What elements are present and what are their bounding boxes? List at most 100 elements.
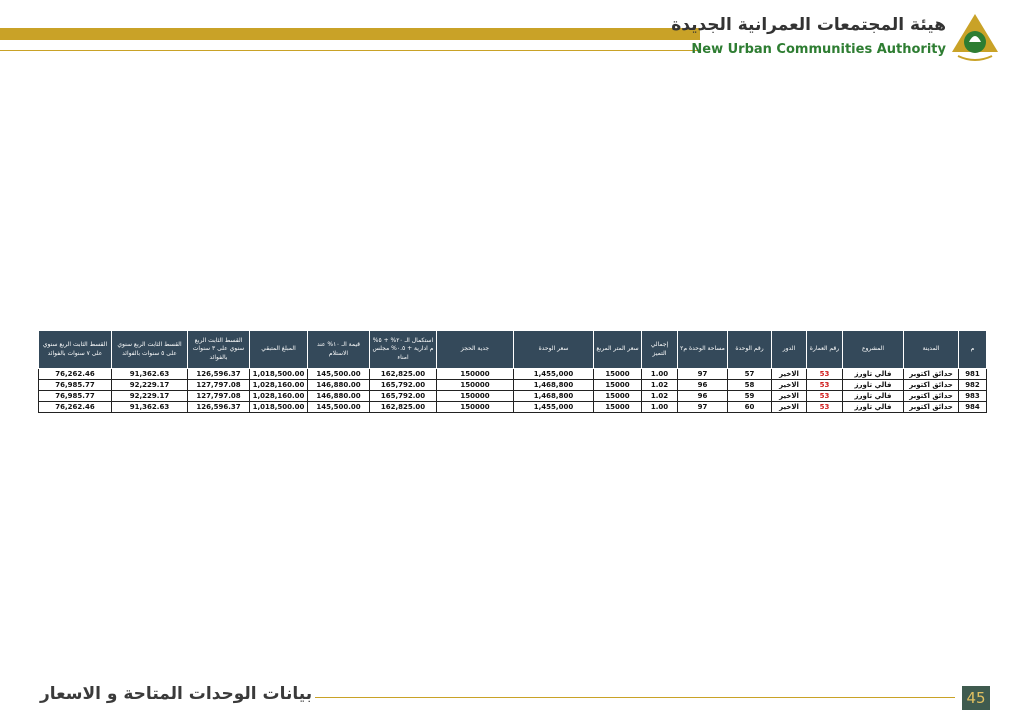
- table-cell: 1.00: [641, 368, 678, 380]
- column-header: سعر المتر المربع: [593, 330, 642, 369]
- table-cell: 1,028,160.00: [249, 390, 308, 402]
- table-cell: 126,596.37: [187, 401, 250, 413]
- table-cell: الاخير: [771, 390, 807, 402]
- table-body: 981 حدائق اكتوبر فالي تاورز 53 الاخير 57 97 1.0…: [38, 368, 987, 413]
- column-header: القسط الثابت الربع سنوي على ٧ سنوات بالف…: [38, 330, 112, 369]
- table-row: 983 حدائق اكتوبر فالي تاورز 53 الاخير 59 96 1.0…: [38, 390, 987, 402]
- table-cell: 15000: [593, 379, 642, 391]
- table-cell: فالي تاورز: [842, 379, 904, 391]
- column-header: رقم العمارة: [806, 330, 843, 369]
- table-cell: 150000: [436, 368, 514, 380]
- table-cell: حدائق اكتوبر: [903, 379, 959, 391]
- table-cell: 162,825.00: [369, 401, 437, 413]
- column-header: سعر الوحدة: [513, 330, 594, 369]
- column-header: مساحة الوحدة م٢: [677, 330, 728, 369]
- column-header: قيمة الـ ١٠% عند الاستلام: [307, 330, 370, 369]
- table-cell: 59: [727, 390, 772, 402]
- table-cell: 150000: [436, 379, 514, 391]
- table-cell: 97: [677, 401, 728, 413]
- table-cell: 1.02: [641, 390, 678, 402]
- table-cell: 1.00: [641, 401, 678, 413]
- table-cell: 76,262.46: [38, 401, 112, 413]
- header-bar: [0, 28, 700, 40]
- column-header: المشروع: [842, 330, 904, 369]
- column-header: م: [958, 330, 987, 369]
- table-cell: 97: [677, 368, 728, 380]
- table-cell: 165,792.00: [369, 390, 437, 402]
- table-cell: فالي تاورز: [842, 390, 904, 402]
- header-row: م المدينة المشروع رقم العمارة الدور رقم الوحد…: [38, 330, 987, 369]
- table-cell: 53: [806, 401, 843, 413]
- table-cell: 1,455,000: [513, 368, 594, 380]
- table-cell: الاخير: [771, 368, 807, 380]
- table-cell: 1.02: [641, 379, 678, 391]
- column-header: القسط الثابت الربع سنوي على ٥ سنوات بالف…: [111, 330, 188, 369]
- table-cell: حدائق اكتوبر: [903, 368, 959, 380]
- column-header: إجمالي التميز: [641, 330, 678, 369]
- table-cell: 76,985.77: [38, 390, 112, 402]
- column-header: القسط الثابت الربع سنوي على ٣ سنوات بالف…: [187, 330, 250, 369]
- table-cell: 60: [727, 401, 772, 413]
- table-cell: حدائق اكتوبر: [903, 390, 959, 402]
- table-row: 984 حدائق اكتوبر فالي تاورز 53 الاخير 60 97 1.0…: [38, 401, 987, 413]
- table-cell: 57: [727, 368, 772, 380]
- table-row: 981 حدائق اكتوبر فالي تاورز 53 الاخير 57 97 1.0…: [38, 368, 987, 380]
- logo: [952, 14, 998, 61]
- footer-title: بيانات الوحدات المتاحة و الاسعار: [40, 684, 313, 704]
- table-cell: 146,880.00: [307, 379, 370, 391]
- header-title-ar: هيئة المجتمعات العمرانية الجديدة: [671, 15, 946, 35]
- table-cell: 162,825.00: [369, 368, 437, 380]
- header-line: [0, 50, 700, 51]
- table-cell: 150000: [436, 401, 514, 413]
- table-cell: 91,362.63: [111, 368, 188, 380]
- table-cell: 981: [958, 368, 987, 380]
- table-cell: 1,028,160.00: [249, 379, 308, 391]
- table-cell: 982: [958, 379, 987, 391]
- table-cell: 984: [958, 401, 987, 413]
- table-cell: 1,468,800: [513, 379, 594, 391]
- table-cell: 96: [677, 390, 728, 402]
- table-cell: 76,985.77: [38, 379, 112, 391]
- column-header: استكمال الـ ٢٠% + ٥% م ادارية + ٠.٥% مجل…: [369, 330, 437, 369]
- table-cell: الاخير: [771, 379, 807, 391]
- table-cell: 145,500.00: [307, 368, 370, 380]
- table-cell: 983: [958, 390, 987, 402]
- column-header: جدية الحجز: [436, 330, 514, 369]
- table-cell: 145,500.00: [307, 401, 370, 413]
- table-cell: 15000: [593, 368, 642, 380]
- table-row: 982 حدائق اكتوبر فالي تاورز 53 الاخير 58 96 1.0…: [38, 379, 987, 391]
- table-cell: 15000: [593, 401, 642, 413]
- table-cell: 53: [806, 368, 843, 380]
- column-header: المدينة: [903, 330, 959, 369]
- table-cell: 53: [806, 390, 843, 402]
- page-number: 45: [962, 686, 990, 710]
- table-cell: 15000: [593, 390, 642, 402]
- table-cell: 92,229.17: [111, 390, 188, 402]
- table-cell: 127,797.08: [187, 379, 250, 391]
- header-title-en: New Urban Communities Authority: [691, 42, 946, 57]
- table-cell: 126,596.37: [187, 368, 250, 380]
- table-cell: 165,792.00: [369, 379, 437, 391]
- table-cell: 53: [806, 379, 843, 391]
- table-cell: الاخير: [771, 401, 807, 413]
- table-cell: فالي تاورز: [842, 401, 904, 413]
- table-cell: 150000: [436, 390, 514, 402]
- table-cell: 58: [727, 379, 772, 391]
- table-cell: 91,362.63: [111, 401, 188, 413]
- table-cell: فالي تاورز: [842, 368, 904, 380]
- footer-line: [315, 697, 955, 698]
- column-header: رقم الوحدة: [727, 330, 772, 369]
- table-cell: 127,797.08: [187, 390, 250, 402]
- table-cell: 76,262.46: [38, 368, 112, 380]
- table-cell: 146,880.00: [307, 390, 370, 402]
- table-cell: 1,018,500.00: [249, 368, 308, 380]
- table-cell: 92,229.17: [111, 379, 188, 391]
- column-header: الدور: [771, 330, 807, 369]
- table-cell: 1,018,500.00: [249, 401, 308, 413]
- table-cell: حدائق اكتوبر: [903, 401, 959, 413]
- column-header: المبلغ المتبقي: [249, 330, 308, 369]
- units-table: م المدينة المشروع رقم العمارة الدور رقم الوحد…: [38, 330, 987, 413]
- table-cell: 96: [677, 379, 728, 391]
- table-cell: 1,468,800: [513, 390, 594, 402]
